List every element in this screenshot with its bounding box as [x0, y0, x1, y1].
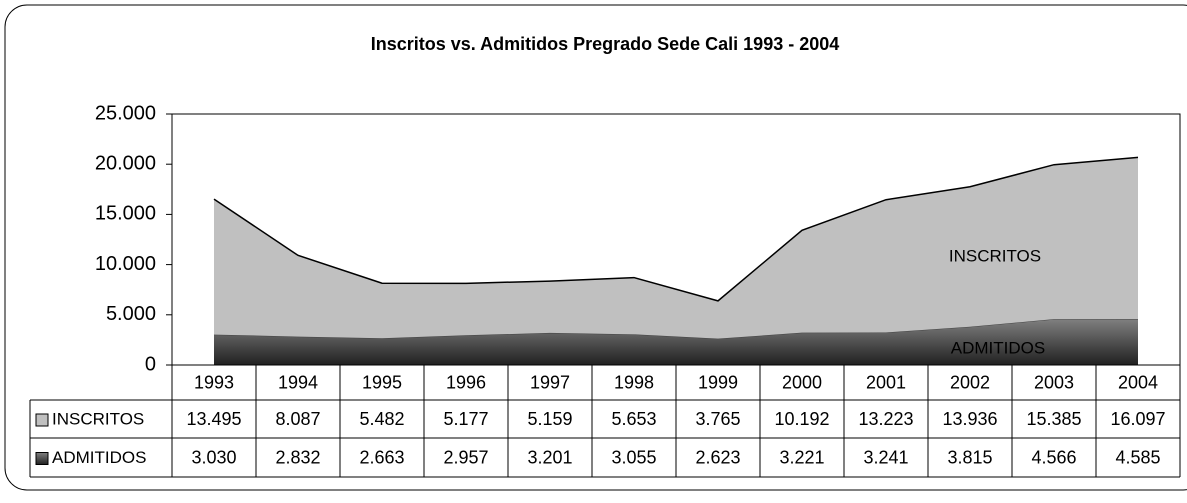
table-value: 16.097 [1110, 409, 1165, 429]
table-value: 10.192 [774, 409, 829, 429]
legend-swatch [35, 413, 49, 427]
y-tick-label: 0 [145, 353, 156, 375]
legend-label: ADMITIDOS [52, 448, 146, 467]
y-tick-label: 25.000 [95, 102, 156, 124]
x-tick-label: 1996 [446, 372, 486, 392]
table-value: 5.482 [359, 409, 404, 429]
y-tick-label: 20.000 [95, 152, 156, 174]
table-value: 4.566 [1031, 447, 1076, 467]
table-value: 3.815 [947, 447, 992, 467]
area [214, 318, 1138, 365]
table-value: 15.385 [1026, 409, 1081, 429]
y-tick-label: 10.000 [95, 253, 156, 275]
table-value: 2.832 [275, 447, 320, 467]
y-tick-label: 15.000 [95, 203, 156, 225]
x-tick-label: 1994 [278, 372, 318, 392]
table-value: 3.201 [527, 447, 572, 467]
table-value: 3.055 [611, 447, 656, 467]
table-value: 3.241 [863, 447, 908, 467]
table-value: 5.177 [443, 409, 488, 429]
area-label: INSCRITOS [949, 246, 1041, 265]
x-tick-label: 2004 [1118, 372, 1158, 392]
table-value: 5.159 [527, 409, 572, 429]
table-value: 2.663 [359, 447, 404, 467]
y-tick-label: 5.000 [106, 303, 156, 325]
chart-title: Inscritos vs. Admitidos Pregrado Sede Ca… [371, 34, 840, 54]
x-tick-label: 2002 [950, 372, 990, 392]
table-value: 3.221 [779, 447, 824, 467]
x-tick-label: 2001 [866, 372, 906, 392]
x-tick-label: 2003 [1034, 372, 1074, 392]
table-value: 8.087 [275, 409, 320, 429]
x-tick-label: 2000 [782, 372, 822, 392]
area [214, 157, 1138, 339]
table-value: 13.495 [186, 409, 241, 429]
table-value: 2.623 [695, 447, 740, 467]
table-value: 13.223 [858, 409, 913, 429]
area-outline [213, 156, 1139, 302]
x-tick-label: 1997 [530, 372, 570, 392]
x-tick-label: 1998 [614, 372, 654, 392]
x-tick-label: 1995 [362, 372, 402, 392]
table-value: 13.936 [942, 409, 997, 429]
legend-swatch [35, 452, 49, 465]
table-value: 3.765 [695, 409, 740, 429]
legend-label: INSCRITOS [52, 409, 144, 428]
x-tick-label: 1999 [698, 372, 738, 392]
table-value: 5.653 [611, 409, 656, 429]
table-value: 3.030 [191, 447, 236, 467]
area-label: ADMITIDOS [951, 338, 1045, 357]
x-tick-label: 1993 [194, 372, 234, 392]
table-value: 4.585 [1115, 447, 1160, 467]
table-value: 2.957 [443, 447, 488, 467]
